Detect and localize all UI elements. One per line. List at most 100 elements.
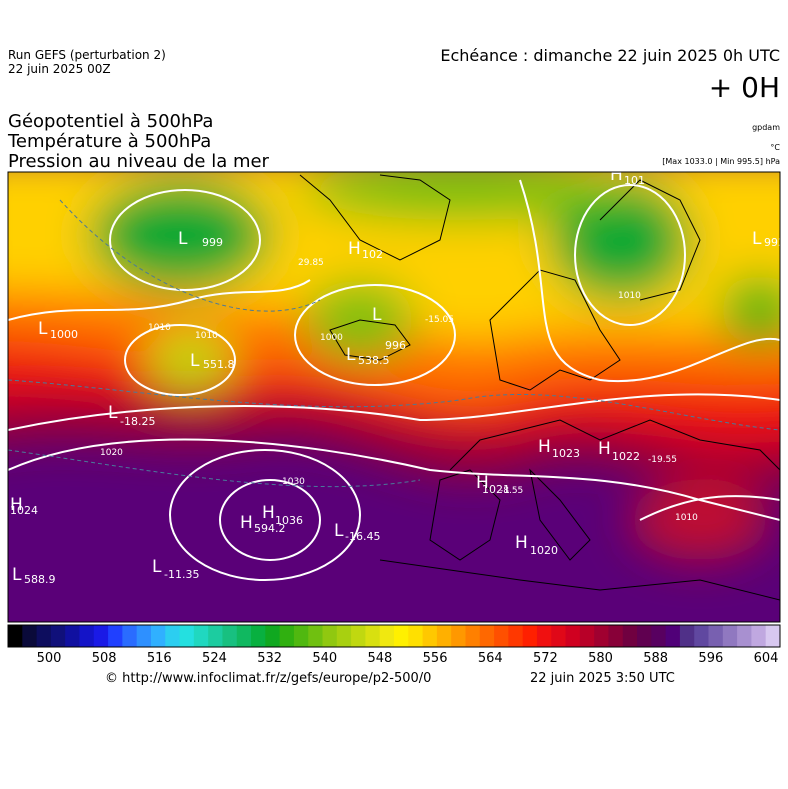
colorbar-swatch (579, 625, 595, 647)
center-value: 538.5 (358, 354, 390, 367)
field: Pression au niveau de la mer (8, 151, 270, 172)
center-value: 1000 (50, 328, 78, 341)
colorbar-swatch (79, 625, 95, 647)
unit: °C (770, 143, 780, 152)
colorbar-tick-label: 548 (368, 651, 393, 666)
contour-label: 1010 (618, 291, 641, 301)
colorbar-swatch (665, 625, 681, 647)
colorbar-swatch (565, 625, 581, 647)
colorbar-swatch (251, 625, 266, 647)
map-frame (7, 171, 781, 623)
colorbar-swatch (765, 625, 781, 647)
contour-label: -15.05 (425, 315, 454, 325)
center-value: 551.8 (203, 358, 235, 371)
center-value: 1036 (275, 514, 303, 527)
colorbar-tick-label: 524 (202, 651, 227, 666)
colorbar-swatch (8, 625, 23, 647)
source: © http://www.infoclimat.fr/z/gefs/europe… (105, 671, 431, 686)
colorbar-swatch (279, 625, 295, 647)
colorbar-tick-label: 596 (698, 651, 723, 666)
colorbar-tick-label: 588 (643, 651, 668, 666)
lead-time: + 0H (709, 71, 780, 104)
center-letter: L (12, 565, 22, 585)
pressure-range: [Max 1033.0 | Min 995.5] hPa (662, 157, 780, 166)
colorbar-tick-label: 532 (257, 651, 282, 666)
colorbar-tick-label: 516 (147, 651, 172, 666)
colorbar-swatch (150, 625, 166, 647)
colorbar-swatch (536, 625, 552, 647)
contour-label: 1000 (320, 333, 343, 343)
colorbar-swatch (293, 625, 309, 647)
colorbar-swatch (50, 625, 66, 647)
contour-label: 1010 (148, 323, 171, 333)
colorbar-tick-label: 580 (588, 651, 613, 666)
colorbar-swatch (465, 625, 481, 647)
colorbar-swatch (751, 625, 767, 647)
center-letter: H (610, 165, 623, 185)
center-letter: H (348, 239, 361, 259)
center-value: -16.45 (345, 530, 380, 543)
colorbar-swatch (436, 625, 452, 647)
center-letter: H (515, 533, 528, 553)
colorbar-swatch (208, 625, 223, 647)
colorbar-swatch (479, 625, 495, 647)
colorbar-swatch (379, 625, 395, 647)
center-letter: L (334, 521, 344, 541)
center-letter: H (10, 495, 23, 515)
colorbar-swatch (722, 625, 738, 647)
colorbar-tick-label: 604 (754, 651, 779, 666)
colorbar-tick-label: 508 (92, 651, 117, 666)
colorbar-swatch (136, 625, 152, 647)
center-value: -18.25 (120, 415, 155, 428)
colorbar-swatch (193, 625, 209, 647)
colorbar-swatch (694, 625, 710, 647)
colorbar-swatch (179, 625, 195, 647)
colorbar-swatch (522, 625, 538, 647)
colorbar-swatch (679, 625, 695, 647)
center-value: 996 (385, 339, 406, 352)
center-value: 992 (764, 236, 785, 249)
colorbar-swatch (236, 625, 252, 647)
colorbar-tick-label: 564 (478, 651, 503, 666)
contour-label: -19.55 (648, 455, 677, 465)
colorbar-swatch (108, 625, 123, 647)
colorbar-swatch (594, 625, 609, 647)
center-value: 101 (624, 174, 645, 187)
generated: 22 juin 2025 3:50 UTC (530, 671, 675, 686)
colorbar-tick-label: 572 (533, 651, 558, 666)
colorbar-swatch (551, 625, 567, 647)
colorbar-swatch (651, 625, 667, 647)
colorbar-swatch (451, 625, 466, 647)
center-value: 588.9 (24, 573, 56, 586)
center-value: 1021 (482, 483, 510, 496)
unit: gpdam (752, 123, 780, 132)
colorbar-swatch (508, 625, 524, 647)
center-value: 1023 (552, 447, 580, 460)
contour-label: 1010 (675, 513, 698, 523)
colorbar-swatch (308, 625, 324, 647)
colorbar-swatch (336, 625, 352, 647)
colorbar-tick-label: 540 (312, 651, 337, 666)
contour-label: 1020 (100, 448, 123, 458)
contour-label: -8.55 (500, 486, 523, 496)
run-date: 22 juin 2025 00Z (8, 62, 111, 76)
colorbar-swatch (65, 625, 80, 647)
colorbar-swatch (351, 625, 366, 647)
colorbar-swatch (494, 625, 509, 647)
colorbar-swatch (93, 625, 109, 647)
colorbar-swatch (422, 625, 438, 647)
center-letter: L (108, 403, 118, 423)
field: Géopotentiel à 500hPa (8, 111, 213, 132)
run: Run GEFS (perturbation 2) (8, 48, 166, 62)
center-value: 999 (202, 236, 223, 249)
colorbar-swatch (165, 625, 181, 647)
center-letter: H (598, 439, 611, 459)
colorbar-swatch (22, 625, 38, 647)
colorbar: 500 508 516 524 532 540 548 556 564 572 580 588 596 6… (7, 624, 781, 666)
colorbar-frame (7, 624, 781, 648)
center-letter: L (346, 345, 356, 365)
colorbar-swatch (708, 625, 724, 647)
contour-label: 1030 (282, 477, 305, 487)
